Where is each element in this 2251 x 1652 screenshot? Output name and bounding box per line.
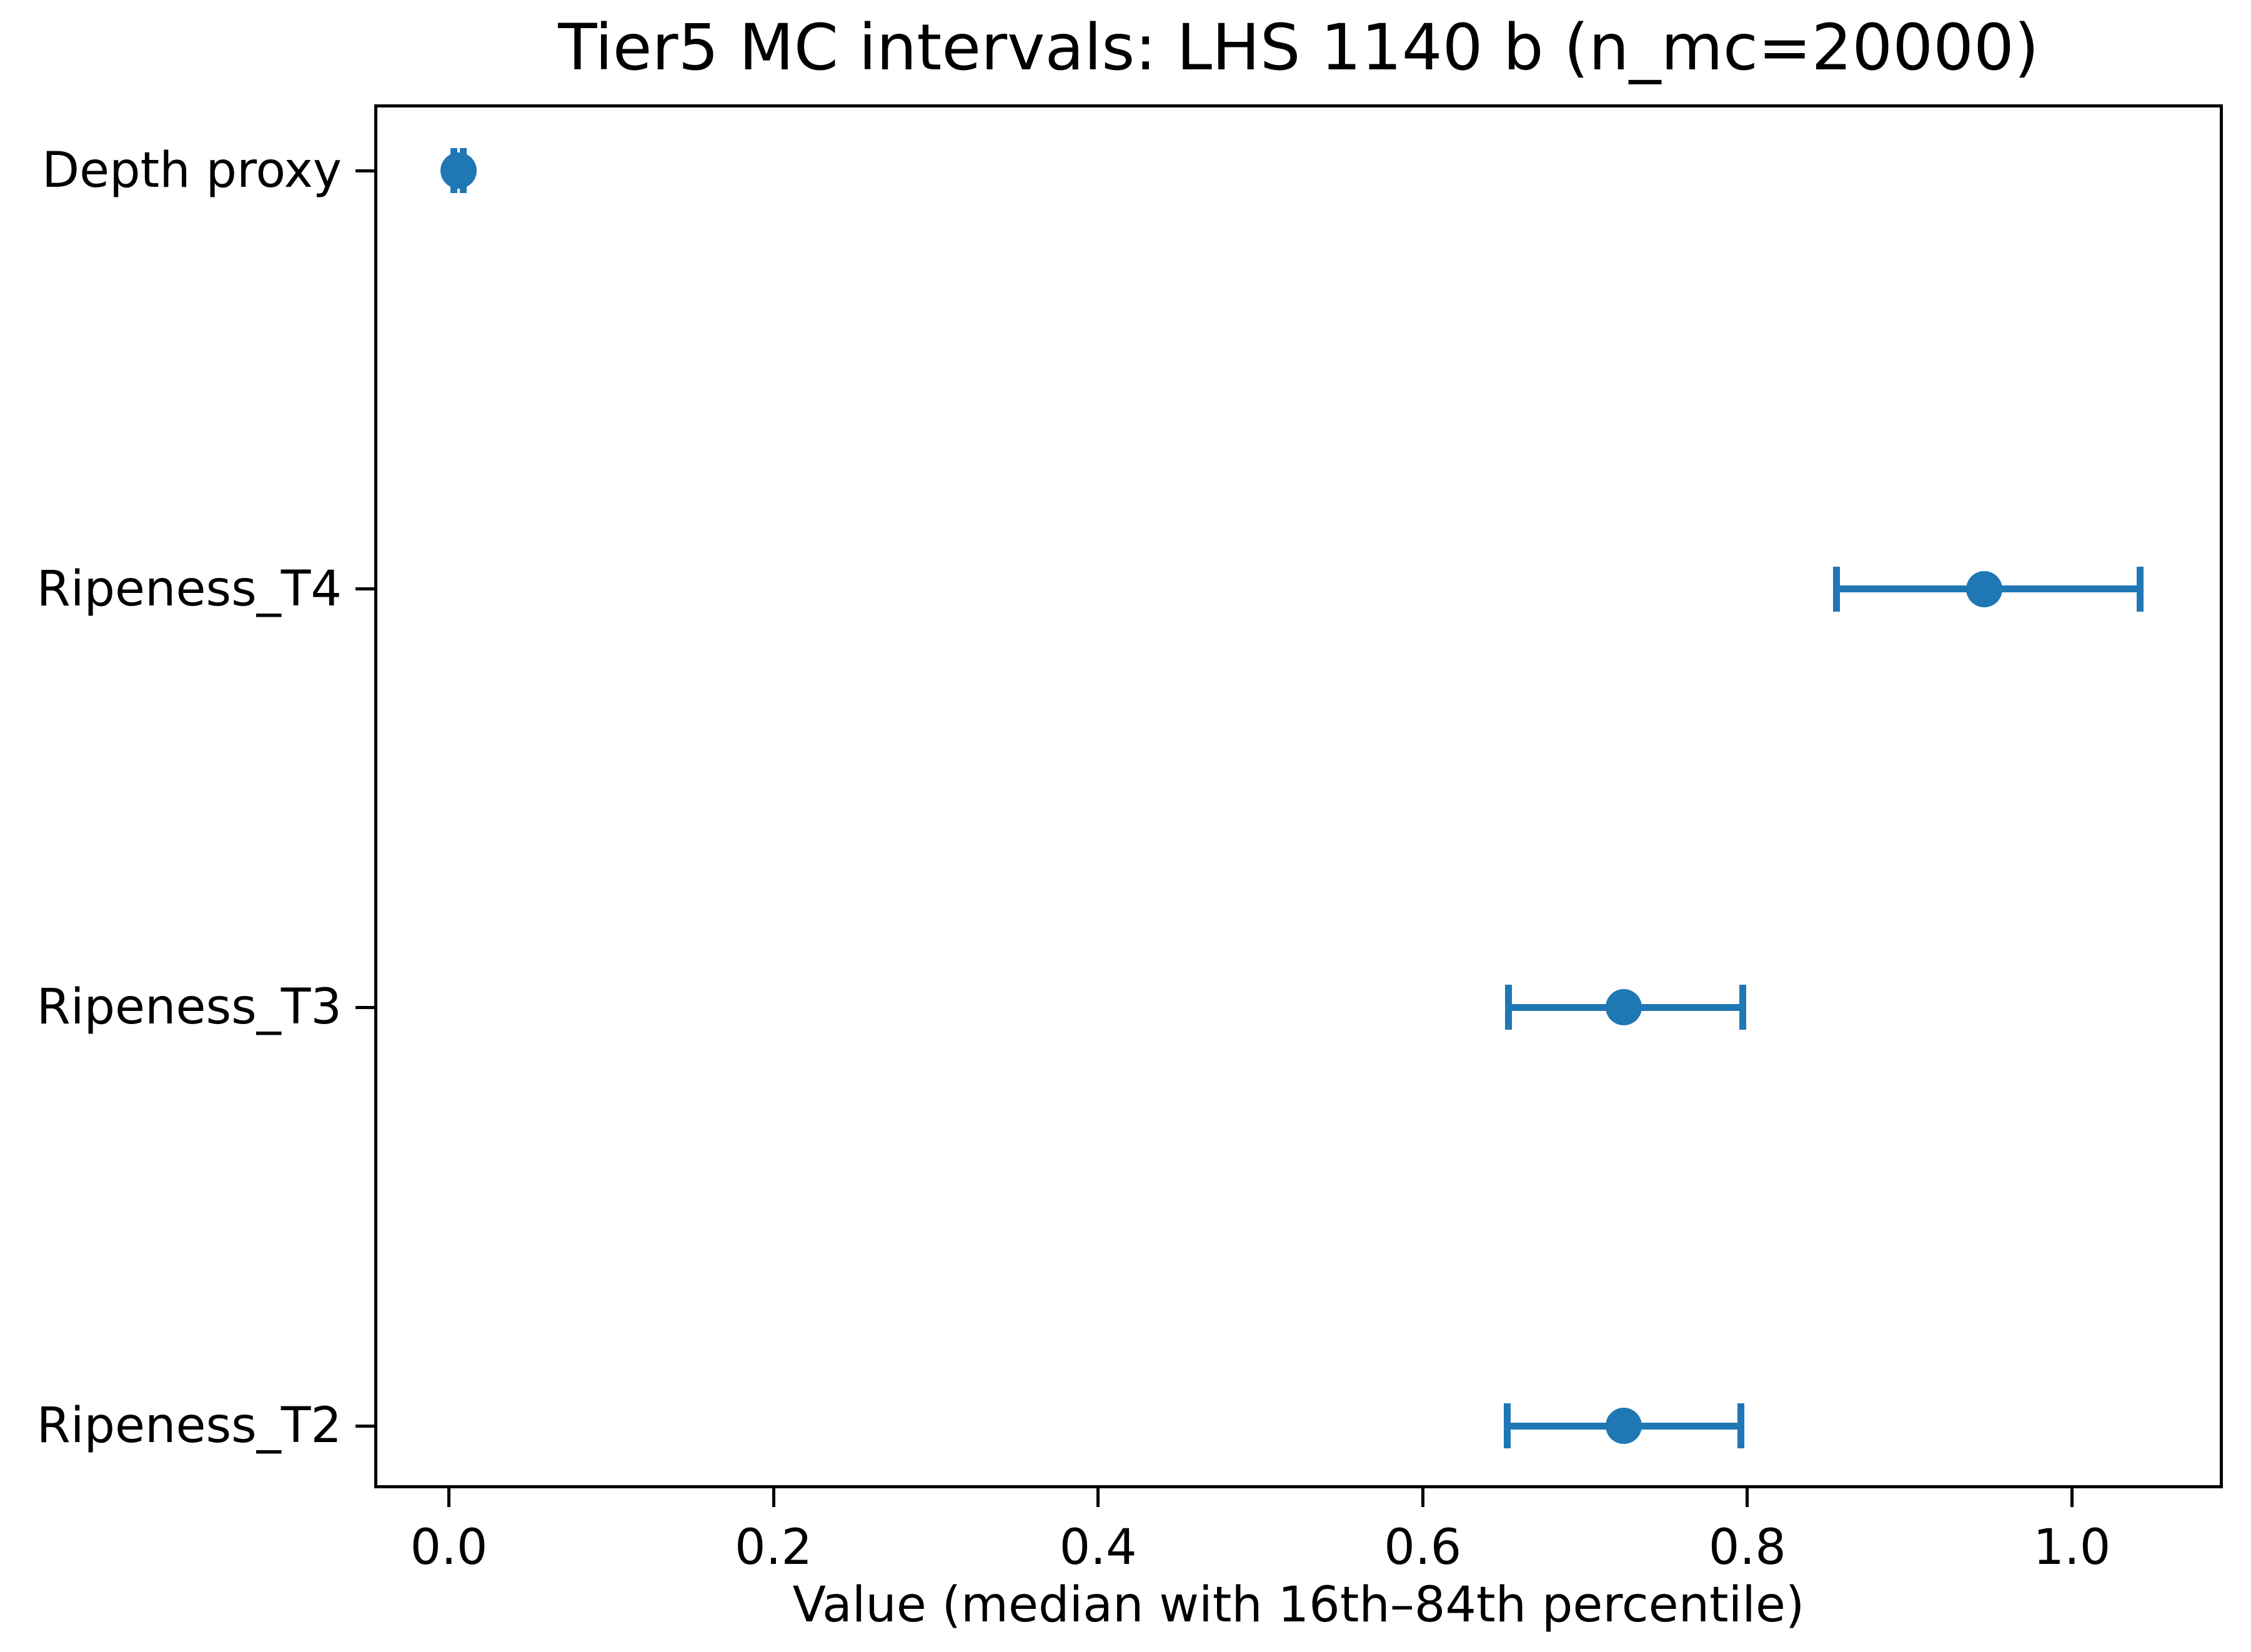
errorbar-cap-low — [1833, 566, 1841, 612]
x-tick-mark — [447, 1488, 450, 1507]
x-tick-label: 1.0 — [2033, 1520, 2111, 1576]
plot-area — [374, 104, 2223, 1488]
errorbar-cap-high — [1737, 1403, 1744, 1449]
y-tick-mark — [355, 1424, 374, 1428]
y-tick-mark — [355, 587, 374, 591]
x-tick-label: 0.0 — [410, 1520, 488, 1576]
median-marker — [1606, 1408, 1642, 1445]
x-tick-mark — [1746, 1488, 1749, 1507]
x-tick-label: 0.8 — [1708, 1520, 1786, 1576]
x-axis-label: Value (median with 16th–84th percentile) — [792, 1577, 1805, 1633]
x-tick-label: 0.4 — [1059, 1520, 1137, 1576]
x-tick-mark — [1421, 1488, 1424, 1507]
x-tick-mark — [772, 1488, 775, 1507]
errorbar-cap-high — [2137, 566, 2144, 612]
y-tick-label: Depth proxy — [42, 142, 342, 199]
x-tick-label: 0.2 — [735, 1520, 813, 1576]
errorbar-cap-low — [1505, 985, 1513, 1030]
x-tick-mark — [2070, 1488, 2074, 1507]
y-tick-mark — [355, 1005, 374, 1009]
median-marker — [1606, 989, 1642, 1026]
median-marker — [440, 152, 477, 189]
y-tick-label: Ripeness_T4 — [36, 560, 342, 617]
x-tick-mark — [1096, 1488, 1100, 1507]
y-tick-mark — [355, 169, 374, 172]
x-tick-label: 0.6 — [1384, 1520, 1462, 1576]
y-tick-label: Ripeness_T2 — [36, 1398, 342, 1455]
errorbar-cap-low — [1503, 1403, 1511, 1449]
median-marker — [1966, 570, 2003, 607]
y-tick-label: Ripeness_T3 — [36, 979, 342, 1036]
errorbar-cap-high — [1739, 985, 1746, 1030]
chart-title: Tier5 MC intervals: LHS 1140 b (n_mc=200… — [558, 11, 2039, 85]
